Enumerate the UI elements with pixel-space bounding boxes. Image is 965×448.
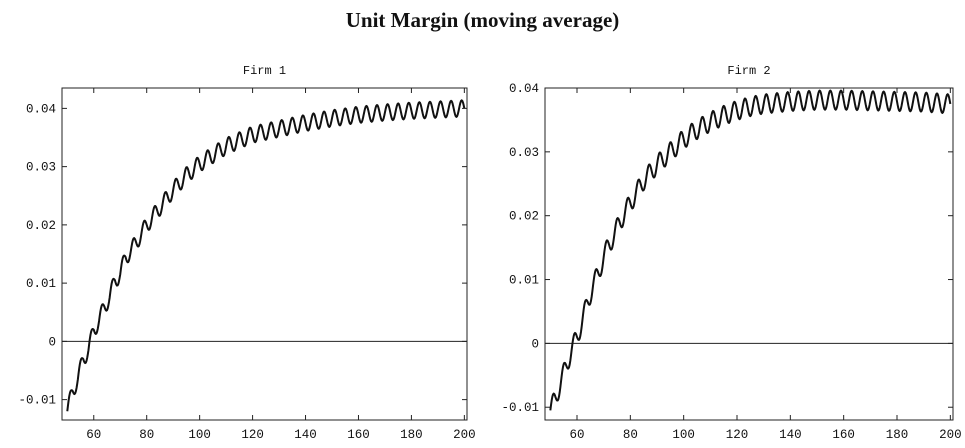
x-tick-label: 120 xyxy=(726,428,749,442)
y-tick-label: 0.03 xyxy=(509,146,539,160)
plot-frame xyxy=(544,87,954,421)
x-tick-label: 140 xyxy=(294,428,317,442)
x-tick-label: 200 xyxy=(939,428,962,442)
y-tick-label: 0.04 xyxy=(26,102,56,116)
y-tick-label: -0.01 xyxy=(18,394,56,408)
x-tick-label: 160 xyxy=(832,428,855,442)
x-tick-label: 60 xyxy=(86,428,101,442)
x-tick-label: 140 xyxy=(779,428,802,442)
plot-frame xyxy=(61,87,468,421)
x-tick-label: 120 xyxy=(241,428,264,442)
unit-margin-line xyxy=(66,99,466,412)
x-tick-label: 180 xyxy=(400,428,423,442)
y-tick-label: 0.01 xyxy=(26,277,56,291)
panel-title: Firm 1 xyxy=(243,64,286,78)
y-tick-label: 0 xyxy=(531,337,539,351)
y-tick-label: 0.04 xyxy=(509,82,539,96)
page-title: Unit Margin (moving average) xyxy=(345,8,620,32)
y-tick-label: 0.03 xyxy=(26,161,56,175)
panel-title: Firm 2 xyxy=(727,64,770,78)
x-tick-label: 80 xyxy=(623,428,638,442)
x-tick-label: 60 xyxy=(569,428,584,442)
x-tick-label: 160 xyxy=(347,428,370,442)
x-tick-label: 100 xyxy=(188,428,211,442)
y-tick-label: 0.02 xyxy=(509,210,539,224)
y-tick-label: 0 xyxy=(48,335,56,349)
y-tick-label: 0.02 xyxy=(26,219,56,233)
y-tick-label: -0.01 xyxy=(501,401,539,415)
x-tick-label: 200 xyxy=(453,428,476,442)
y-tick-label: 0.01 xyxy=(509,274,539,288)
x-tick-label: 80 xyxy=(139,428,154,442)
x-tick-label: 180 xyxy=(886,428,909,442)
x-tick-label: 100 xyxy=(672,428,695,442)
unit-margin-line xyxy=(549,89,952,411)
